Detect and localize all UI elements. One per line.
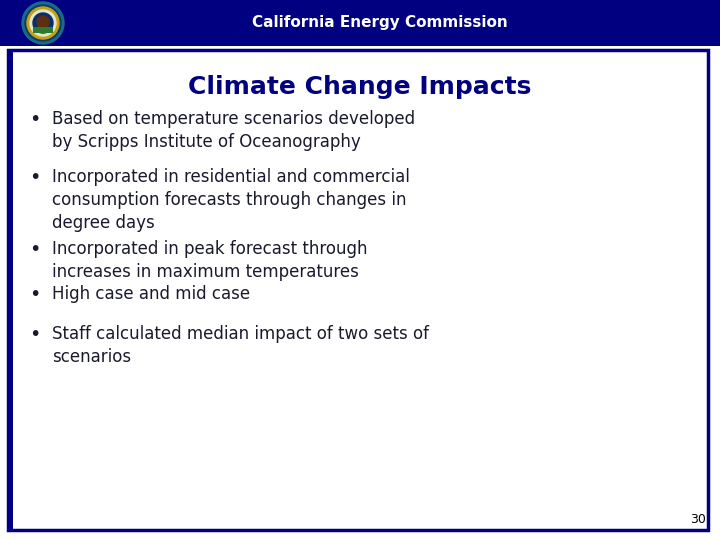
FancyBboxPatch shape — [33, 27, 53, 33]
Text: Based on temperature scenarios developed
by Scripps Institute of Oceanography: Based on temperature scenarios developed… — [52, 110, 415, 151]
Text: Climate Change Impacts: Climate Change Impacts — [189, 75, 531, 99]
Text: •: • — [30, 110, 41, 129]
Text: Staff calculated median impact of two sets of
scenarios: Staff calculated median impact of two se… — [52, 325, 429, 366]
FancyBboxPatch shape — [8, 50, 708, 530]
Circle shape — [25, 5, 61, 41]
Text: Incorporated in peak forecast through
increases in maximum temperatures: Incorporated in peak forecast through in… — [52, 240, 367, 281]
Text: Incorporated in residential and commercial
consumption forecasts through changes: Incorporated in residential and commerci… — [52, 168, 410, 232]
Text: •: • — [30, 285, 41, 304]
FancyBboxPatch shape — [8, 50, 13, 530]
Text: California Energy Commission: California Energy Commission — [252, 16, 508, 30]
Circle shape — [27, 7, 59, 39]
Text: •: • — [30, 240, 41, 259]
FancyBboxPatch shape — [0, 0, 720, 46]
Circle shape — [30, 10, 56, 36]
Circle shape — [33, 13, 53, 33]
Text: •: • — [30, 325, 41, 344]
Text: •: • — [30, 168, 41, 187]
Text: High case and mid case: High case and mid case — [52, 285, 250, 303]
Circle shape — [37, 16, 49, 28]
Text: 30: 30 — [690, 513, 706, 526]
Circle shape — [22, 2, 64, 44]
